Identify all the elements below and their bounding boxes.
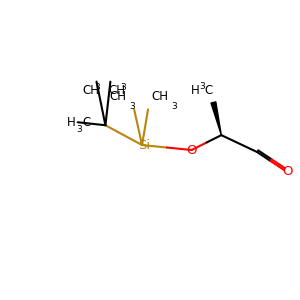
Text: 3: 3 — [94, 83, 100, 92]
Text: O: O — [283, 165, 293, 178]
Text: 3: 3 — [171, 102, 177, 111]
Text: 3: 3 — [200, 82, 205, 91]
Text: H: H — [67, 116, 76, 129]
Text: O: O — [186, 143, 197, 157]
Text: 3: 3 — [129, 102, 135, 111]
Text: CH: CH — [108, 84, 125, 97]
Text: 3: 3 — [120, 83, 126, 92]
Text: 3: 3 — [77, 125, 82, 134]
Text: H: H — [191, 84, 200, 97]
Text: C: C — [82, 116, 91, 129]
Text: CH: CH — [82, 84, 100, 97]
Text: C: C — [205, 84, 213, 97]
Text: CH: CH — [110, 90, 127, 104]
Text: Si: Si — [138, 139, 150, 152]
Text: CH: CH — [152, 90, 168, 104]
Polygon shape — [211, 102, 221, 135]
